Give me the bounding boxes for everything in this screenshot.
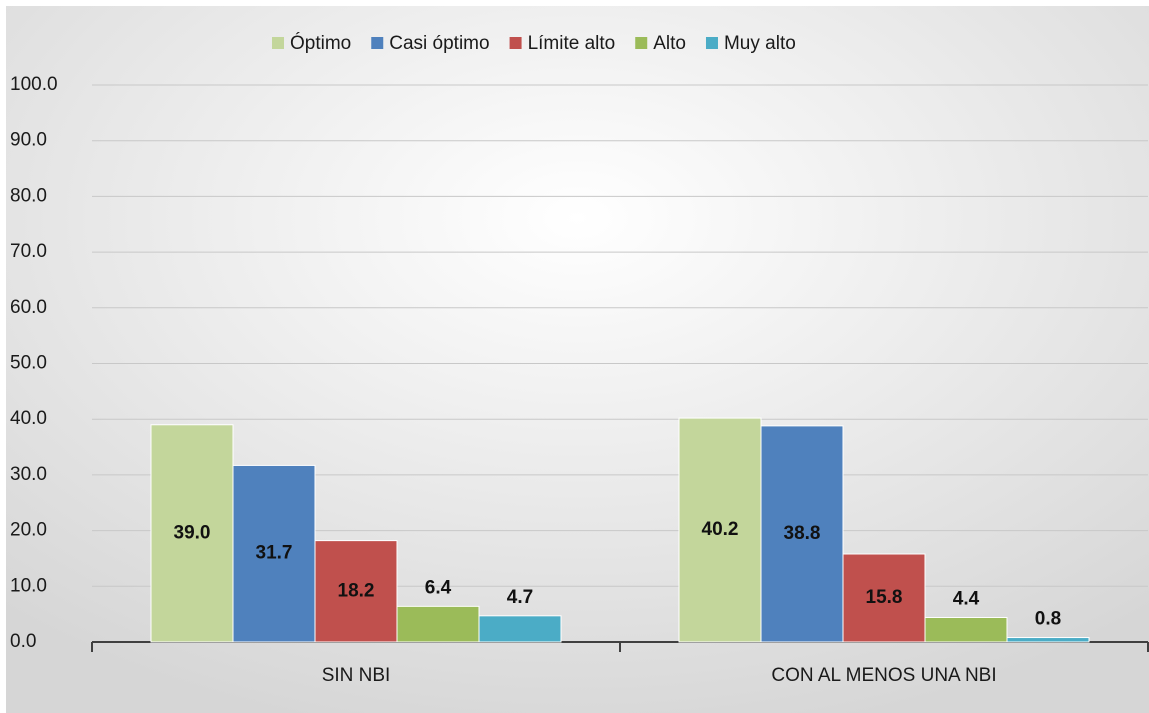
y-tick-label: 20.0 bbox=[10, 520, 47, 541]
x-tick-label: SIN NBI bbox=[322, 665, 391, 686]
legend-swatch bbox=[705, 37, 718, 49]
data-label: 0.8 bbox=[1035, 609, 1061, 630]
legend-swatch bbox=[371, 37, 384, 49]
y-tick-label: 30.0 bbox=[10, 464, 47, 485]
bar bbox=[678, 417, 762, 643]
y-tick-label: 50.0 bbox=[10, 353, 47, 374]
x-tick-label: CON AL MENOS UNA NBI bbox=[771, 665, 996, 686]
y-tick-label: 10.0 bbox=[10, 575, 47, 596]
bar bbox=[842, 553, 926, 643]
legend-swatch bbox=[272, 37, 284, 49]
y-tick-label: 90.0 bbox=[10, 130, 47, 151]
bar bbox=[232, 464, 316, 643]
legend-label: Muy alto bbox=[724, 33, 796, 54]
data-label: 18.2 bbox=[338, 580, 375, 601]
data-label: 40.2 bbox=[702, 519, 739, 540]
data-label: 38.8 bbox=[784, 523, 821, 544]
y-tick-label: 0.0 bbox=[10, 631, 36, 652]
y-tick-label: 60.0 bbox=[10, 297, 47, 318]
data-label: 31.7 bbox=[256, 543, 293, 564]
bar bbox=[314, 540, 398, 643]
bar bbox=[760, 425, 844, 643]
bar bbox=[1006, 637, 1090, 643]
data-label: 39.0 bbox=[174, 522, 211, 543]
bar bbox=[478, 615, 562, 643]
legend-label: Óptimo bbox=[290, 32, 351, 54]
legend-label: Alto bbox=[653, 33, 686, 54]
y-tick-label: 100.0 bbox=[10, 74, 58, 95]
data-label: 15.8 bbox=[866, 587, 903, 608]
legend-swatch bbox=[635, 37, 648, 49]
y-tick-label: 40.0 bbox=[10, 408, 47, 429]
y-tick-label: 80.0 bbox=[10, 185, 47, 206]
data-label: 4.4 bbox=[953, 589, 980, 610]
y-tick-label: 70.0 bbox=[10, 241, 47, 262]
data-label: 4.7 bbox=[507, 587, 533, 608]
bar bbox=[396, 605, 480, 643]
legend-label: Casi óptimo bbox=[389, 33, 489, 54]
legend-swatch bbox=[509, 37, 522, 49]
bar bbox=[150, 424, 234, 643]
bar bbox=[924, 616, 1008, 643]
legend-label: Límite alto bbox=[528, 33, 616, 54]
data-label: 6.4 bbox=[425, 577, 452, 598]
